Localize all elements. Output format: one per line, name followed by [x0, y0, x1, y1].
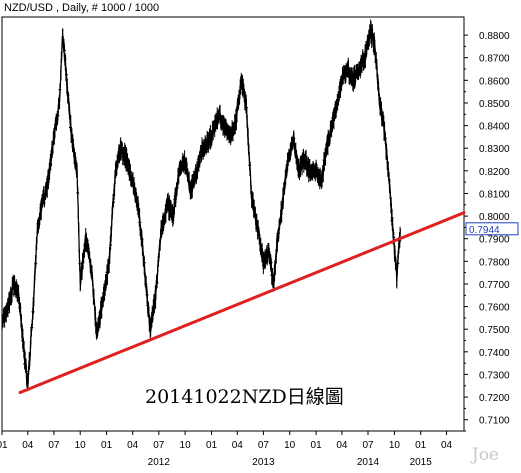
trendline-layer: [18, 211, 466, 394]
x-tick-label: 10: [180, 440, 192, 451]
y-tick-label: 0.7500: [479, 325, 510, 336]
y-tick-label: 0.8200: [479, 167, 510, 178]
y-tick-label: 0.7300: [479, 370, 510, 381]
y-tick-label: 0.7400: [479, 348, 510, 359]
plot-border: [1, 16, 465, 432]
x-tick-label: 01: [415, 440, 427, 451]
y-tick-label: 0.7600: [479, 303, 510, 314]
y-tick-label: 0.7100: [479, 416, 510, 427]
x-year-label: 2014: [357, 457, 380, 468]
last-price-box: [465, 222, 519, 236]
x-tick-label: 07: [48, 440, 60, 451]
y-tick-label: 0.7700: [479, 280, 510, 291]
y-tick-label: 0.8600: [479, 76, 510, 87]
x-tick-label: 01: [0, 440, 8, 451]
x-tick-label: 07: [153, 440, 165, 451]
x-year-label: 2015: [410, 457, 433, 468]
last-price-label: 0.7944: [469, 225, 500, 236]
price-bars: [1, 19, 402, 392]
y-tick-label: 0.8700: [479, 54, 510, 65]
x-year-label: 2013: [252, 457, 275, 468]
x-tick-label: 04: [336, 440, 348, 451]
x-tick-label: 07: [258, 440, 270, 451]
x-tick-label: 10: [75, 440, 87, 451]
y-tick-label: 0.8000: [479, 212, 510, 223]
y-tick-label: 0.8300: [479, 144, 510, 155]
x-tick-label: 01: [206, 440, 218, 451]
price-line: [1, 26, 401, 383]
x-tick-label: 10: [389, 440, 401, 451]
y-tick-label: 0.7800: [479, 257, 510, 268]
x-tick-label: 04: [127, 440, 139, 451]
x-tick-label: 01: [311, 440, 323, 451]
x-tick-label: 04: [22, 440, 34, 451]
y-tick-label: 0.8500: [479, 99, 510, 110]
x-tick-label: 04: [441, 440, 453, 451]
x-tick-label: 10: [284, 440, 296, 451]
last-price-marker: 0.7944: [465, 222, 519, 236]
y-tick-label: 0.8800: [479, 31, 510, 42]
x-axis: 01 04 07 10 01 04 07 10 01 04 07 10 01 04 07 10 01 04 2012…: [0, 431, 452, 468]
chart-title: NZD/USD , Daily, # 1000 / 1000: [4, 2, 160, 14]
x-tick-label: 01: [101, 440, 113, 451]
price-series: [1, 19, 402, 392]
y-axis: 0.8800 0.8700 0.8600 0.8500 0.8400 0.8300 0.82…: [464, 31, 510, 432]
y-tick-label: 0.8400: [479, 122, 510, 133]
support-trendline: [18, 211, 466, 394]
y-tick-label: 0.8100: [479, 190, 510, 201]
x-year-label: 2012: [148, 457, 171, 468]
y-tick-label: 0.7900: [479, 235, 510, 246]
watermark: Joe: [471, 445, 499, 465]
y-tick-label: 0.7200: [479, 393, 510, 404]
x-tick-label: 04: [232, 440, 244, 451]
x-tick-label: 07: [362, 440, 374, 451]
chart-annotation: 20141022NZD日線圖: [145, 386, 344, 408]
